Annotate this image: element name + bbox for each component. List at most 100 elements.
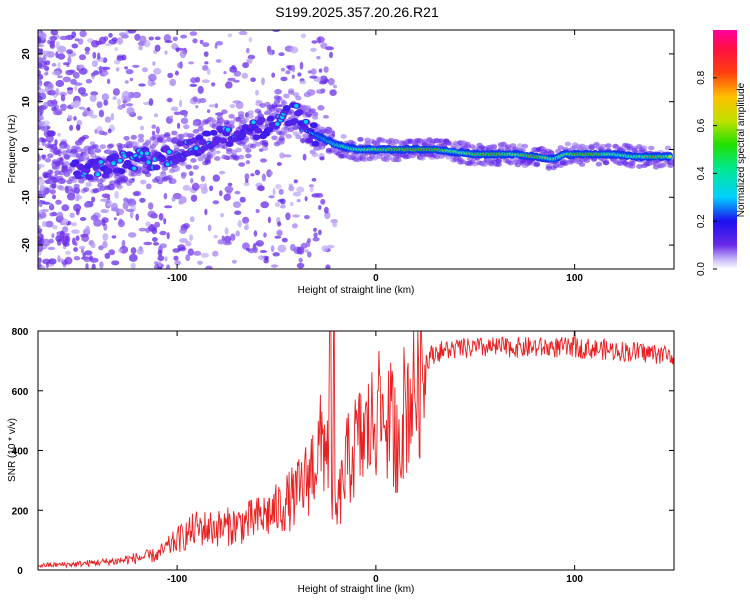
spectrogram-cell: [230, 149, 238, 155]
spectrogram-cell: [276, 96, 283, 101]
spectrogram-cell: [169, 178, 177, 185]
spectrogram-cell: [305, 137, 314, 144]
spectrogram-cell: [276, 162, 282, 166]
spectrogram-cell: [264, 257, 269, 261]
spectrogram-cell: [111, 235, 117, 239]
spectrogram-cell: [242, 117, 250, 123]
spectrogram-cell: [192, 96, 198, 103]
spectrogram-cell: [660, 162, 667, 168]
spectrogram-cell: [91, 60, 98, 68]
spectrogram-cell: [193, 250, 202, 256]
spectrogram-cell: [159, 243, 167, 249]
spectrogram-cell: [118, 143, 126, 149]
x-tick-label: 0: [373, 273, 379, 284]
spectrogram-cell: [179, 99, 183, 108]
spectrogram-cell: [246, 247, 250, 252]
spectrogram-cell: [38, 44, 45, 48]
spectrogram-cell: [250, 77, 256, 82]
spectrogram-cell: [152, 213, 158, 219]
spectrogram-cell: [121, 90, 130, 99]
spectrogram-cell: [407, 138, 414, 144]
spectrogram-cell: [40, 32, 47, 41]
spectrogram-cell: [313, 232, 318, 239]
spectrogram-cell: [61, 218, 69, 226]
spectrogram-cell: [59, 104, 65, 109]
spectrogram-cell: [38, 200, 43, 207]
spectrogram-cell: [55, 199, 62, 205]
spectrogram-cell: [204, 61, 209, 65]
spectrogram-cell: [293, 179, 298, 184]
spectrogram-cell: [165, 264, 171, 269]
spectrogram-cell: [114, 190, 119, 199]
spectrogram-cell: [82, 187, 90, 192]
spectrogram-cell: [151, 124, 157, 129]
spectrogram-cell: [187, 248, 194, 256]
spectrogram-cell: [279, 152, 285, 159]
spectrogram-cell: [270, 245, 275, 253]
spectrogram-cell: [329, 89, 337, 96]
spectrogram-cell: [49, 189, 56, 195]
spectrogram-cell: [215, 59, 222, 63]
spectrogram-cell: [229, 104, 236, 109]
spectrogram-cell: [227, 33, 233, 38]
spectrogram-cell: [326, 244, 335, 249]
spectrogram-cell: [54, 139, 58, 146]
spectrogram-cells: [38, 30, 674, 269]
spectrogram-cell: [194, 146, 199, 151]
spectrogram-cell: [279, 204, 286, 209]
spectrogram-cell: [67, 56, 72, 65]
spectrogram-cell: [67, 114, 73, 121]
spectrogram-cell: [85, 51, 90, 55]
spectrogram-cell: [75, 147, 83, 152]
spectrogram-cell: [325, 264, 331, 269]
spectrogram-cell: [316, 89, 325, 94]
spectrogram-cell: [230, 233, 236, 241]
spectrogram-cell: [157, 249, 163, 257]
spectrogram-cell: [43, 65, 50, 71]
spectrogram-cell: [227, 77, 236, 81]
spectrogram-cell: [324, 206, 329, 214]
spectrogram-cell: [245, 148, 252, 153]
spectrogram-cell: [163, 192, 168, 200]
spectrogram-cell: [99, 177, 107, 183]
spectrogram-cell: [595, 161, 603, 167]
spectrogram-cell: [214, 103, 218, 109]
spectrogram-cell: [605, 143, 612, 149]
spectrogram-cell: [55, 41, 60, 50]
spectrogram-cell: [104, 116, 112, 123]
spectrogram-cell: [157, 255, 165, 262]
spectrogram-cell: [85, 182, 92, 187]
spectrogram-cell: [60, 94, 66, 102]
spectrogram-cell: [244, 173, 250, 181]
spectrogram-cell: [285, 134, 292, 139]
spectrogram-cell: [52, 99, 57, 107]
spectrogram-cell: [648, 145, 655, 151]
spectrogram-cell: [395, 157, 402, 163]
spectrogram-cell: [239, 196, 246, 203]
spectrogram-cell: [128, 253, 138, 262]
spectrogram-cell: [102, 240, 108, 249]
spectrogram-cell: [98, 109, 105, 118]
spectrogram-cell: [92, 176, 99, 181]
spectrogram-cell: [254, 169, 261, 176]
spectrogram-cell: [132, 191, 140, 196]
spectrogram-cell: [180, 34, 188, 39]
spectrogram-cell: [38, 111, 41, 117]
spectrogram-cell: [130, 262, 136, 269]
spectrogram-cell: [280, 67, 286, 72]
spectrogram-cell: [42, 221, 47, 227]
spectrogram-cell: [272, 252, 280, 257]
spectrogram-cell: [302, 153, 307, 161]
spectrogram-cell: [92, 144, 99, 149]
spectrogram-cell: [135, 213, 139, 221]
spectrogram-cell: [148, 202, 154, 210]
spectrogram-cell: [38, 163, 45, 168]
spectrogram-cell: [171, 130, 178, 136]
spectrogram-cell: [116, 37, 124, 45]
spectrogram-cell: [45, 85, 50, 93]
spectrogram-cell: [63, 154, 71, 159]
spectrogram-cell: [138, 45, 143, 51]
spectrogram-cell: [49, 202, 54, 210]
spectrogram-cell: [316, 56, 321, 60]
spectrogram-cell: [421, 138, 428, 144]
